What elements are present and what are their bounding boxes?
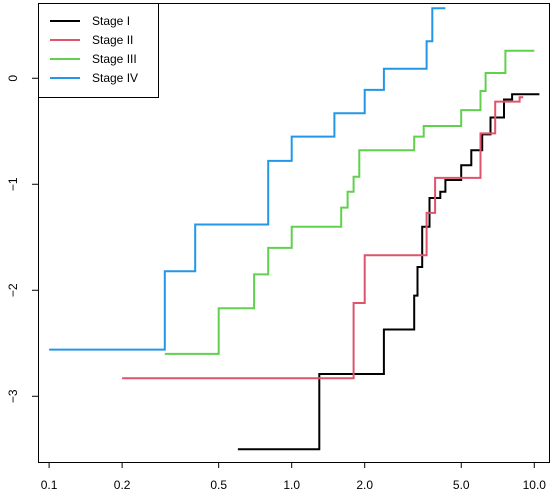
y-tick-label: −1 (6, 177, 20, 191)
x-axis: 0.1 0.2 0.5 1.0 2.0 5.0 10.0 (41, 462, 547, 492)
y-axis: 0 −1 −2 −3 (6, 75, 38, 403)
legend-label: Stage IV (92, 71, 138, 85)
legend-label: Stage III (92, 52, 137, 66)
x-tick-label: 5.0 (453, 478, 470, 492)
x-tick-label: 0.2 (114, 478, 131, 492)
series-line-1 (237, 93, 540, 451)
legend-label: Stage I (92, 14, 130, 28)
x-tick-label: 0.5 (210, 478, 227, 492)
x-tick-label: 1.0 (283, 478, 300, 492)
x-tick-label: 10.0 (523, 478, 547, 492)
legend-box (38, 3, 159, 98)
legend: Stage I Stage II Stage III Stage IV (38, 3, 159, 98)
series-layer (49, 7, 540, 451)
legend-label: Stage II (92, 33, 133, 47)
x-tick-label: 0.1 (41, 478, 58, 492)
series-line-2 (122, 96, 524, 380)
y-tick-label: −3 (6, 389, 20, 403)
plot-box (38, 3, 550, 463)
x-tick-label: 2.0 (356, 478, 373, 492)
y-tick-label: −2 (6, 283, 20, 297)
series-line-4 (49, 7, 446, 351)
series-line-3 (164, 49, 535, 355)
y-tick-label: 0 (6, 75, 20, 82)
